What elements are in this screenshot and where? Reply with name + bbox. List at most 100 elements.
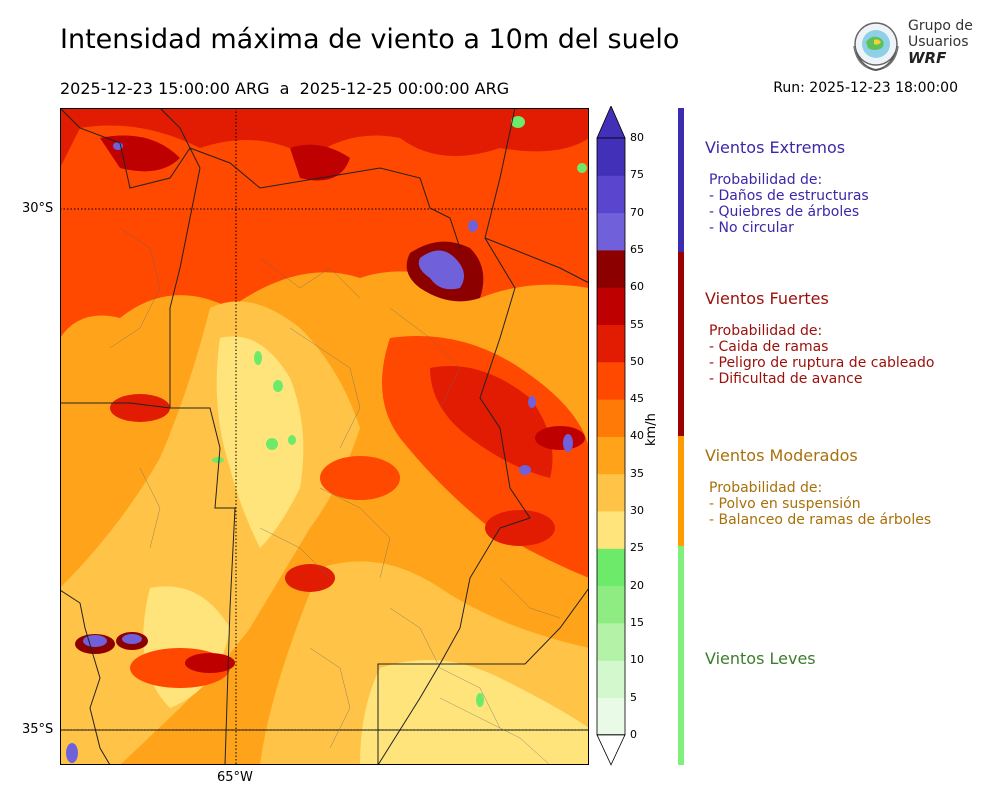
forecast-period: 2025-12-23 15:00:00 ARG a 2025-12-25 00:… bbox=[60, 79, 510, 98]
wind-cell-light bbox=[511, 116, 525, 128]
category-line: - Quiebres de árboles bbox=[709, 204, 860, 220]
category-scale-segment bbox=[678, 108, 684, 252]
colorbar-segment bbox=[597, 436, 625, 475]
category-moderate-list: Probabilidad de: - Polvo en suspensión -… bbox=[709, 480, 931, 528]
wind-map[interactable] bbox=[60, 108, 589, 765]
colorbar-tick-label: 30 bbox=[630, 504, 644, 517]
colorbar-segment bbox=[597, 585, 625, 624]
map-frame bbox=[60, 108, 589, 765]
logo-line-2: Usuarios bbox=[908, 34, 969, 50]
wind-cell-strong bbox=[185, 653, 235, 673]
map-title: Intensidad máxima de viento a 10m del su… bbox=[60, 24, 680, 55]
wind-cell-extreme bbox=[468, 220, 478, 232]
colorbar-segment bbox=[597, 548, 625, 587]
wind-cell-strong bbox=[285, 564, 335, 592]
wind-cell-extreme bbox=[122, 634, 142, 644]
colorbar-segment bbox=[597, 361, 625, 400]
wind-cell-light bbox=[577, 163, 587, 173]
colorbar-segment bbox=[597, 399, 625, 437]
category-line: Probabilidad de: bbox=[709, 323, 823, 339]
category-scale-segment bbox=[678, 252, 684, 436]
colorbar-tick-label: 70 bbox=[630, 205, 644, 219]
category-light-title: Vientos Leves bbox=[705, 649, 816, 668]
colorbar-unit: km/h bbox=[644, 413, 659, 446]
category-line: - Balanceo de ramas de árboles bbox=[709, 512, 932, 528]
wind-cell-light bbox=[476, 693, 484, 707]
colorbar-segment bbox=[597, 287, 625, 325]
category-scale-segment bbox=[678, 546, 684, 765]
lat-label-35s: 35°S bbox=[22, 722, 54, 737]
wind-zone-strong bbox=[430, 366, 553, 478]
globe-icon bbox=[853, 22, 899, 72]
category-line: Probabilidad de: bbox=[709, 480, 823, 496]
colorbar-tick-label: 0 bbox=[630, 727, 637, 741]
wind-cell-extreme bbox=[519, 465, 531, 475]
colorbar bbox=[596, 106, 626, 766]
colorbar-segment bbox=[597, 138, 625, 176]
colorbar-tick-label: 45 bbox=[630, 392, 644, 406]
category-extreme-list: Probabilidad de: - Daños de estructuras … bbox=[709, 172, 869, 236]
category-line: - Polvo en suspensión bbox=[709, 496, 861, 512]
category-line: - Dificultad de avance bbox=[709, 371, 863, 387]
colorbar-tick-label: 5 bbox=[630, 690, 637, 704]
logo-line-3: WRF bbox=[908, 49, 947, 67]
category-scale-segment bbox=[678, 436, 684, 546]
wind-cell-extreme bbox=[563, 434, 573, 452]
colorbar-segment bbox=[597, 660, 625, 698]
wind-cell-strong bbox=[320, 456, 400, 500]
wind-cell-strong bbox=[535, 426, 585, 450]
colorbar-tick-label: 25 bbox=[630, 541, 644, 555]
category-line: Probabilidad de: bbox=[709, 172, 823, 188]
colorbar-segment bbox=[597, 511, 625, 549]
category-line: - Daños de estructuras bbox=[709, 188, 869, 204]
colorbar-tick-label: 55 bbox=[630, 317, 644, 331]
logo-line-1: Grupo de bbox=[908, 18, 973, 34]
colorbar-tick-label: 20 bbox=[630, 578, 644, 592]
colorbar-tick-label: 65 bbox=[630, 242, 644, 256]
category-strong-title: Vientos Fuertes bbox=[705, 289, 829, 308]
lon-label-65w: 65°W bbox=[217, 770, 253, 785]
colorbar-tick-label: 80 bbox=[630, 131, 644, 144]
wind-cell-extreme bbox=[528, 396, 536, 408]
colorbar-tick-label: 60 bbox=[630, 280, 644, 294]
wind-cell-extreme bbox=[418, 250, 464, 290]
colorbar-tick-label: 40 bbox=[630, 429, 644, 443]
wind-zone-strong bbox=[60, 108, 589, 168]
category-moderate-title: Vientos Moderados bbox=[705, 446, 858, 465]
colorbar-segment bbox=[597, 212, 625, 251]
category-strong-list: Probabilidad de: - Caida de ramas - Peli… bbox=[709, 323, 934, 387]
wind-cell-light bbox=[212, 457, 224, 463]
run-time: Run: 2025-12-23 18:00:00 bbox=[773, 80, 958, 96]
colorbar-tick-label: 35 bbox=[630, 466, 644, 480]
colorbar-tick-label: 10 bbox=[630, 653, 644, 667]
colorbar-segment bbox=[597, 249, 625, 288]
wind-cell-light bbox=[266, 438, 278, 450]
colorbar-tick-label: 15 bbox=[630, 615, 644, 629]
colorbar-segment bbox=[597, 324, 625, 363]
colorbar-tick-label: 75 bbox=[630, 168, 644, 182]
colorbar-extend-max bbox=[596, 106, 626, 139]
colorbar-segment bbox=[597, 175, 625, 214]
lat-label-30s: 30°S bbox=[22, 201, 54, 216]
category-line: - Peligro de ruptura de cableado bbox=[709, 355, 935, 371]
colorbar-extend-min bbox=[596, 734, 626, 766]
colorbar-tick-label: 50 bbox=[630, 354, 644, 368]
colorbar-segment bbox=[597, 622, 625, 661]
wind-zone-strong bbox=[290, 144, 350, 181]
wind-cell-strong bbox=[110, 394, 170, 422]
wind-cell-strong bbox=[485, 510, 555, 546]
wind-zone-moderate bbox=[360, 660, 589, 765]
wind-cell-extreme bbox=[66, 743, 78, 763]
colorbar-segment bbox=[597, 473, 625, 512]
logo-text: Grupo de Usuarios WRF bbox=[908, 18, 973, 66]
category-line: - No circular bbox=[709, 220, 794, 236]
wind-cell-light bbox=[288, 435, 296, 445]
wind-cell-light bbox=[254, 351, 262, 365]
grupo-wrf-logo: Grupo de Usuarios WRF bbox=[848, 18, 978, 74]
department-boundaries bbox=[109, 227, 561, 765]
category-line: - Caida de ramas bbox=[709, 339, 829, 355]
category-extreme-title: Vientos Extremos bbox=[705, 138, 846, 157]
graticule bbox=[60, 108, 589, 765]
wind-cell-light bbox=[273, 380, 283, 392]
colorbar-segment bbox=[597, 697, 625, 736]
